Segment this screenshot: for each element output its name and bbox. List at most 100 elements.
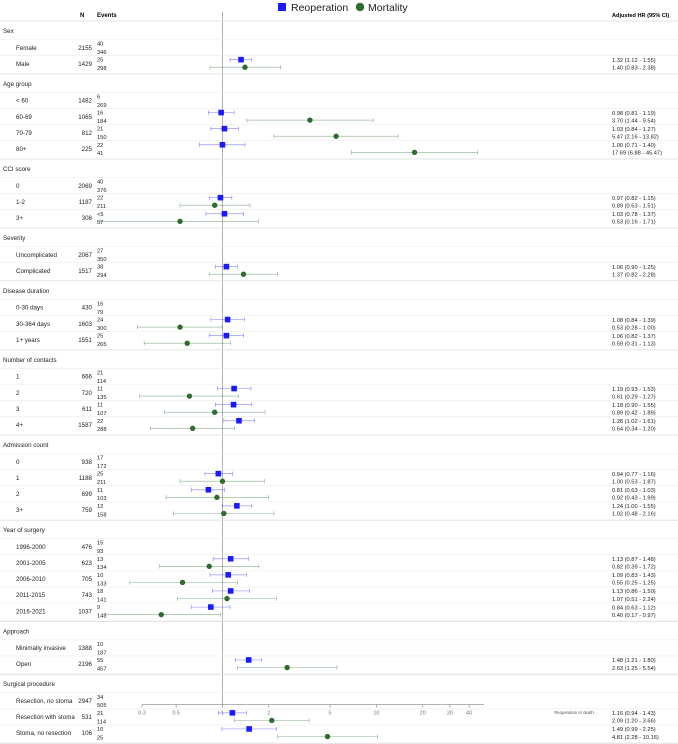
mortality-hr-text: 0.82 (0.39 - 1.72)	[612, 565, 656, 571]
row-events-mortality: 107	[97, 411, 107, 417]
mortality-point	[211, 202, 218, 208]
reoperation-point	[205, 486, 212, 493]
x-tick-label: 30	[447, 711, 453, 717]
mortality-hr-text: 0.53 (0.16 - 1.71)	[612, 220, 656, 226]
mortality-point	[284, 664, 290, 671]
reoperation-point	[225, 572, 232, 578]
marks-layer	[99, 56, 479, 740]
mortality-point	[269, 717, 275, 724]
row-events-reoperation: 25	[97, 58, 103, 64]
reoperation-point	[246, 726, 252, 732]
mortality-point	[214, 494, 220, 501]
row-events-reoperation: 22	[97, 196, 103, 202]
row-label: Uncomplicated	[16, 252, 57, 259]
row-events-reoperation: 22	[97, 143, 103, 149]
col-header-n: N	[80, 13, 84, 19]
x-tick-label: 10	[373, 711, 379, 717]
row-label: 1+ years	[16, 337, 40, 344]
row-events-reoperation: 18	[97, 589, 103, 595]
row-label: 1996-2000	[16, 544, 46, 551]
row-label: 70-79	[16, 130, 32, 137]
row-events-reoperation: 55	[97, 658, 103, 664]
row-events-mortality: 25	[97, 735, 103, 741]
mortality-hr-text: 0.89 (0.53 - 1.51)	[612, 203, 656, 209]
mortality-point	[177, 324, 183, 330]
row-label: Male	[16, 61, 30, 68]
row-events-mortality: 298	[97, 66, 107, 72]
reoperation-point	[229, 710, 236, 716]
row-events-mortality: 134	[97, 565, 107, 571]
row-n: 812	[82, 130, 93, 137]
row-label: 1-2	[16, 199, 26, 206]
row-n: 2947	[78, 698, 92, 705]
row-n: 1587	[78, 422, 92, 429]
row-events-mortality: 211	[97, 480, 106, 486]
row-events-reoperation: 6	[97, 94, 100, 100]
row-label: 2011-2015	[16, 592, 46, 599]
row-events-mortality: 114	[97, 719, 106, 725]
row-n: 1551	[78, 337, 92, 344]
row-events-mortality: 346	[97, 50, 107, 56]
row-events-reoperation: 11	[97, 488, 103, 494]
x-tick-label: 1	[221, 711, 224, 717]
mortality-hr-text: 1.37 (0.82 - 2.28)	[612, 272, 656, 278]
row-label: Female	[16, 45, 37, 52]
row-n: 225	[82, 146, 93, 153]
reoperation-point	[231, 385, 237, 392]
row-label: 0	[16, 459, 20, 466]
row-events-mortality: 505	[97, 703, 107, 709]
row-events-reoperation: 17	[97, 456, 103, 462]
x-tick-label: 20	[420, 711, 426, 717]
reoperation-hr-text: 1.16 (0.94 - 1.43)	[612, 711, 656, 717]
mortality-point	[224, 595, 230, 602]
row-events-mortality: 79	[97, 310, 103, 316]
reoperation-point	[208, 604, 214, 610]
legend-reoperation-swatch	[278, 3, 286, 11]
x-tick-label: 0.3	[138, 711, 146, 717]
row-n: 1187	[79, 199, 93, 206]
row-events-reoperation: 25	[97, 472, 103, 478]
row-label: 3	[16, 406, 20, 413]
row-label: < 60	[16, 98, 29, 105]
row-label: Resection with stoma	[16, 714, 75, 721]
row-events-reoperation: 10	[97, 573, 103, 579]
row-events-mortality: 135	[97, 395, 107, 401]
reoperation-hr-text: 1.24 (1.00 - 1.55)	[612, 504, 656, 510]
col-header-events: Events	[97, 13, 117, 19]
x-tick-label: 2	[267, 711, 270, 717]
row-n: 1429	[78, 61, 92, 68]
mortality-hr-text: 0.40 (0.17 - 0.97)	[612, 613, 656, 619]
mortality-point	[240, 271, 247, 277]
mortality-point	[184, 340, 190, 346]
mortality-hr-text: 0.89 (0.42 - 1.89)	[612, 410, 656, 416]
mortality-hr-text: 4.81 (2.28 - 10.16)	[612, 735, 659, 741]
row-label: 60-69	[16, 114, 32, 121]
reoperation-hr-text: 0.98 (0.81 - 1.19)	[612, 111, 656, 117]
mortality-point	[189, 425, 196, 432]
mortality-hr-text: 1.02 (0.48 - 2.16)	[612, 512, 656, 518]
mortality-point	[324, 733, 331, 740]
row-events-reoperation: 24	[97, 318, 103, 324]
mortality-point	[333, 133, 339, 139]
row-events-mortality: 133	[97, 581, 107, 587]
reoperation-hr-text: 1.49 (0.99 - 2.25)	[612, 727, 656, 733]
col-header-hr: Adjusted HR (95% CI)	[612, 13, 669, 19]
row-events-reoperation: 9	[97, 605, 100, 611]
row-n: 1188	[79, 475, 93, 482]
row-events-reoperation: 16	[97, 301, 103, 307]
row-label: 2016-2021	[16, 608, 46, 615]
row-events-reoperation: 40	[97, 180, 103, 186]
row-events-mortality: 457	[97, 666, 107, 672]
mortality-point	[219, 478, 226, 484]
reoperation-point	[223, 263, 230, 270]
group-title: Number of contacts	[3, 357, 57, 364]
row-n: 476	[82, 544, 93, 551]
reoperation-point	[230, 401, 237, 408]
row-events-reoperation: 13	[97, 557, 103, 563]
group-title: Surgical procedure	[3, 681, 55, 688]
row-events-mortality: 288	[97, 427, 107, 433]
row-events-reoperation: 12	[97, 504, 103, 510]
reoperation-point	[217, 194, 224, 201]
